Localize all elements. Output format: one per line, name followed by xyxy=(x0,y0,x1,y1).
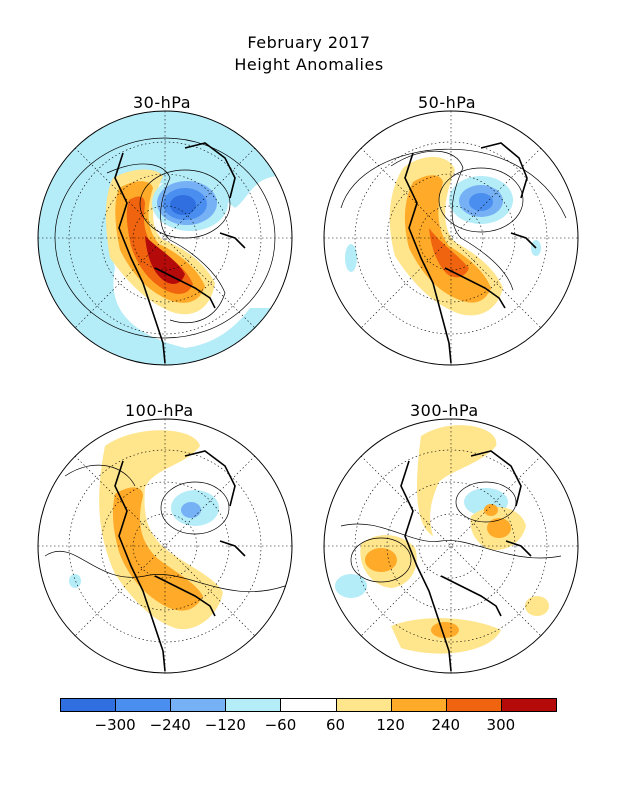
colorbar xyxy=(60,698,557,714)
colorbar-label: 120 xyxy=(376,716,405,734)
colorbar-label: −300 xyxy=(94,716,136,734)
polar-map-100hpa xyxy=(37,418,293,674)
colorbar-swatch xyxy=(445,698,502,712)
colorbar-swatch xyxy=(225,698,282,712)
colorbar-swatch xyxy=(500,698,557,712)
map-title-line1: February 2017 xyxy=(247,33,371,52)
map-title-line2: Height Anomalies xyxy=(234,55,384,74)
colorbar-label: −120 xyxy=(204,716,246,734)
colorbar-label: −60 xyxy=(264,716,297,734)
polar-map-50hpa xyxy=(323,110,579,366)
colorbar-swatch xyxy=(335,698,392,712)
colorbar-swatch xyxy=(60,698,117,712)
colorbar-label: 300 xyxy=(486,716,516,734)
colorbar-swatch xyxy=(170,698,227,712)
colorbar-label: 240 xyxy=(431,716,461,734)
polar-map-300hpa xyxy=(323,418,579,674)
colorbar-swatch xyxy=(280,698,337,712)
panel-label-100hpa: 100-hPa xyxy=(125,401,194,420)
colorbar-label: −240 xyxy=(149,716,191,734)
colorbar-swatch xyxy=(115,698,172,712)
panel-label-50hpa: 50-hPa xyxy=(418,93,477,112)
panel-label-30hpa: 30-hPa xyxy=(133,93,192,112)
colorbar-label: 60 xyxy=(326,716,346,734)
panel-label-300hpa: 300-hPa xyxy=(410,401,479,420)
colorbar-swatch xyxy=(390,698,447,712)
polar-map-30hpa xyxy=(37,110,293,366)
